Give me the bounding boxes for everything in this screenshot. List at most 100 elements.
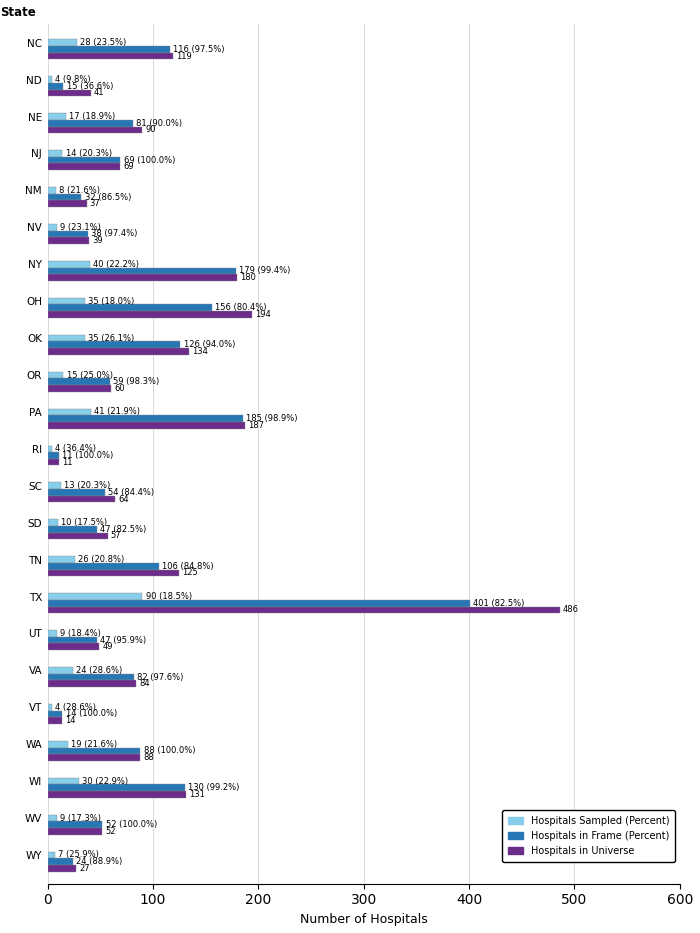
Text: 32 (86.5%): 32 (86.5%)	[85, 192, 131, 202]
Bar	[48, 39, 77, 46]
Text: 130 (99.2%): 130 (99.2%)	[188, 784, 239, 792]
Bar	[48, 224, 57, 230]
Bar	[48, 120, 133, 127]
Text: 81 (90.0%): 81 (90.0%)	[136, 118, 182, 128]
Bar	[48, 533, 108, 539]
Text: 24 (28.6%): 24 (28.6%)	[76, 666, 122, 675]
Text: 24 (88.9%): 24 (88.9%)	[76, 857, 122, 866]
Bar	[48, 674, 134, 680]
Bar	[48, 785, 185, 791]
Bar	[48, 489, 104, 495]
Text: 131: 131	[189, 790, 204, 799]
Text: 35 (26.1%): 35 (26.1%)	[88, 334, 134, 342]
Bar	[48, 341, 181, 348]
Bar	[48, 711, 62, 717]
Bar	[48, 422, 245, 428]
Text: 84: 84	[139, 679, 150, 689]
Text: 13 (20.3%): 13 (20.3%)	[64, 481, 111, 490]
Text: 28 (23.5%): 28 (23.5%)	[80, 38, 127, 48]
Text: 88: 88	[144, 753, 154, 762]
Bar	[48, 298, 85, 304]
Bar	[48, 828, 102, 835]
Text: 9 (18.4%): 9 (18.4%)	[60, 629, 102, 638]
Bar	[48, 415, 243, 422]
Bar	[48, 304, 212, 311]
Text: 8 (21.6%): 8 (21.6%)	[60, 186, 100, 195]
Text: 52 (100.0%): 52 (100.0%)	[106, 820, 157, 829]
Bar	[48, 630, 57, 637]
Text: 57: 57	[111, 532, 122, 540]
Bar	[48, 163, 120, 170]
Text: 14 (20.3%): 14 (20.3%)	[66, 149, 112, 158]
Text: 134: 134	[192, 347, 208, 355]
Bar	[48, 606, 560, 613]
Text: 15 (25.0%): 15 (25.0%)	[66, 370, 113, 380]
Text: 179 (99.4%): 179 (99.4%)	[239, 267, 290, 275]
Text: 30 (22.9%): 30 (22.9%)	[83, 776, 129, 786]
Text: 180: 180	[241, 273, 256, 282]
Bar	[48, 754, 141, 760]
Text: 49: 49	[102, 642, 113, 651]
Text: 9 (17.3%): 9 (17.3%)	[60, 814, 102, 823]
Bar	[48, 520, 58, 526]
Text: 14 (100.0%): 14 (100.0%)	[66, 709, 117, 718]
Bar	[48, 371, 64, 379]
Bar	[48, 157, 120, 163]
Bar	[48, 237, 89, 244]
Bar	[48, 704, 52, 711]
Bar	[48, 90, 91, 96]
Bar	[48, 230, 88, 237]
Bar	[48, 379, 110, 385]
Bar	[48, 348, 189, 355]
Text: 40 (22.2%): 40 (22.2%)	[93, 259, 139, 269]
Text: 69: 69	[123, 162, 134, 172]
Bar	[48, 409, 91, 415]
Text: 14: 14	[66, 717, 76, 725]
Bar	[48, 311, 252, 318]
Text: 119: 119	[176, 51, 192, 61]
Bar	[48, 778, 79, 785]
Bar	[48, 335, 85, 341]
Text: 4 (36.4%): 4 (36.4%)	[55, 444, 96, 453]
Bar	[48, 852, 55, 858]
Text: 156 (80.4%): 156 (80.4%)	[215, 303, 267, 313]
Text: 187: 187	[248, 421, 264, 430]
Text: 38 (97.4%): 38 (97.4%)	[91, 230, 137, 239]
Bar	[48, 593, 143, 600]
Text: 27: 27	[79, 864, 90, 872]
Text: 82 (97.6%): 82 (97.6%)	[137, 673, 183, 681]
Bar	[48, 667, 73, 674]
Text: 90: 90	[146, 125, 156, 134]
Bar	[48, 680, 136, 687]
Bar	[48, 127, 143, 133]
Text: 35 (18.0%): 35 (18.0%)	[88, 297, 134, 306]
Bar	[48, 194, 81, 201]
Bar	[48, 482, 62, 489]
Text: 47 (82.5%): 47 (82.5%)	[100, 525, 146, 534]
Bar	[48, 556, 75, 563]
Bar	[48, 526, 97, 533]
Text: 11 (100.0%): 11 (100.0%)	[62, 451, 113, 460]
Bar	[48, 52, 173, 60]
Text: 26 (20.8%): 26 (20.8%)	[78, 555, 125, 564]
Text: 126 (94.0%): 126 (94.0%)	[183, 341, 235, 349]
Text: 60: 60	[114, 383, 125, 393]
Text: 52: 52	[106, 827, 116, 836]
Text: 10 (17.5%): 10 (17.5%)	[62, 518, 108, 527]
Bar	[48, 188, 56, 194]
Text: 106 (84.8%): 106 (84.8%)	[162, 562, 214, 571]
Text: 39: 39	[92, 236, 102, 245]
Bar	[48, 747, 141, 754]
Text: 15 (36.6%): 15 (36.6%)	[66, 82, 113, 91]
Bar	[48, 113, 66, 120]
Text: 17 (18.9%): 17 (18.9%)	[69, 112, 115, 121]
Bar	[48, 453, 60, 459]
Text: 194: 194	[256, 310, 271, 319]
Bar	[48, 274, 237, 281]
Text: 4 (9.8%): 4 (9.8%)	[55, 76, 90, 84]
Bar	[48, 791, 186, 798]
Text: 41: 41	[94, 89, 104, 97]
Text: 59 (98.3%): 59 (98.3%)	[113, 377, 159, 386]
Text: 19 (21.6%): 19 (21.6%)	[71, 740, 117, 748]
Bar	[48, 201, 87, 207]
